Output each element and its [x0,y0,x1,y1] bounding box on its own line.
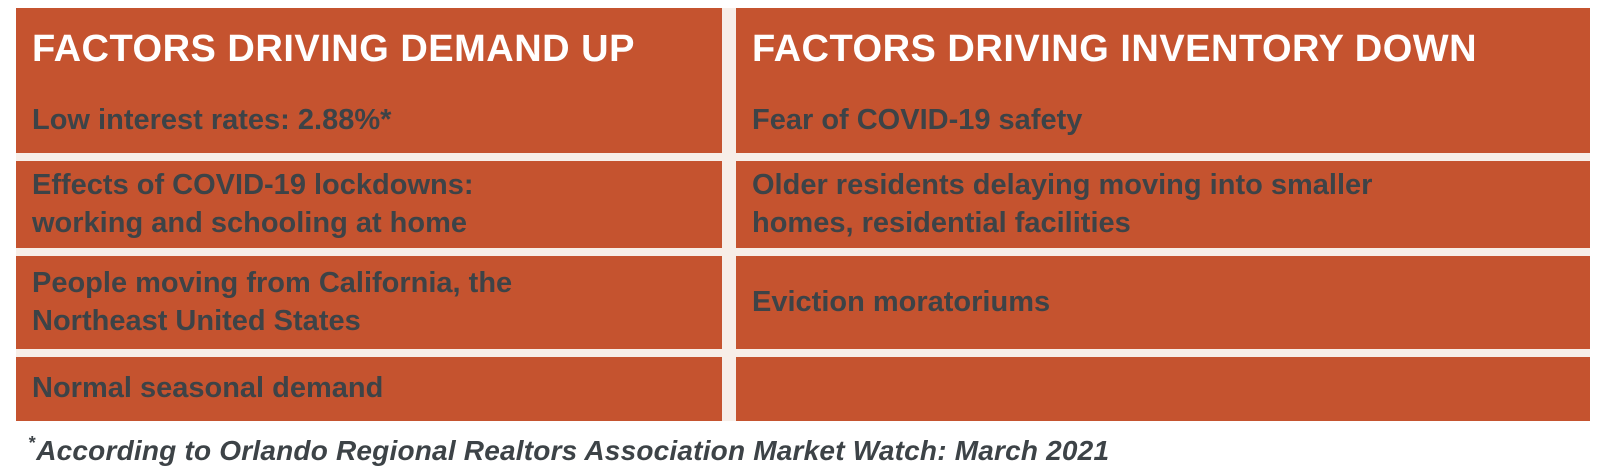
footnote-asterisk: * [28,433,36,453]
table-cell-inventory-header: FACTORS DRIVING INVENTORY DOWN Fear of C… [736,8,1590,153]
footnote-text: According to Orlando Regional Realtors A… [36,435,1110,466]
table-cell-empty [736,357,1590,421]
factor-item-demand-3: People moving from California, the North… [16,256,722,349]
column-divider-tail [722,421,736,433]
factor-item-inventory-3: Eviction moratoriums [736,256,1590,349]
factor-item-demand-2: Effects of COVID-19 lockdowns: working a… [16,161,722,248]
factor-item-inventory-1: Fear of COVID-19 safety [752,104,1083,137]
factor-item-inventory-2: Older residents delaying moving into sma… [736,161,1590,248]
table-cell-demand-header: FACTORS DRIVING DEMAND UP Low interest r… [16,8,722,153]
footnote: *According to Orlando Regional Realtors … [28,433,1109,467]
factors-table: FACTORS DRIVING DEMAND UP Low interest r… [16,8,1590,421]
column-header-demand-up: FACTORS DRIVING DEMAND UP [32,28,635,70]
factor-item-demand-1: Low interest rates: 2.88%* [32,104,392,137]
column-header-inventory-down: FACTORS DRIVING INVENTORY DOWN [752,28,1478,70]
factor-item-demand-4: Normal seasonal demand [16,357,722,421]
